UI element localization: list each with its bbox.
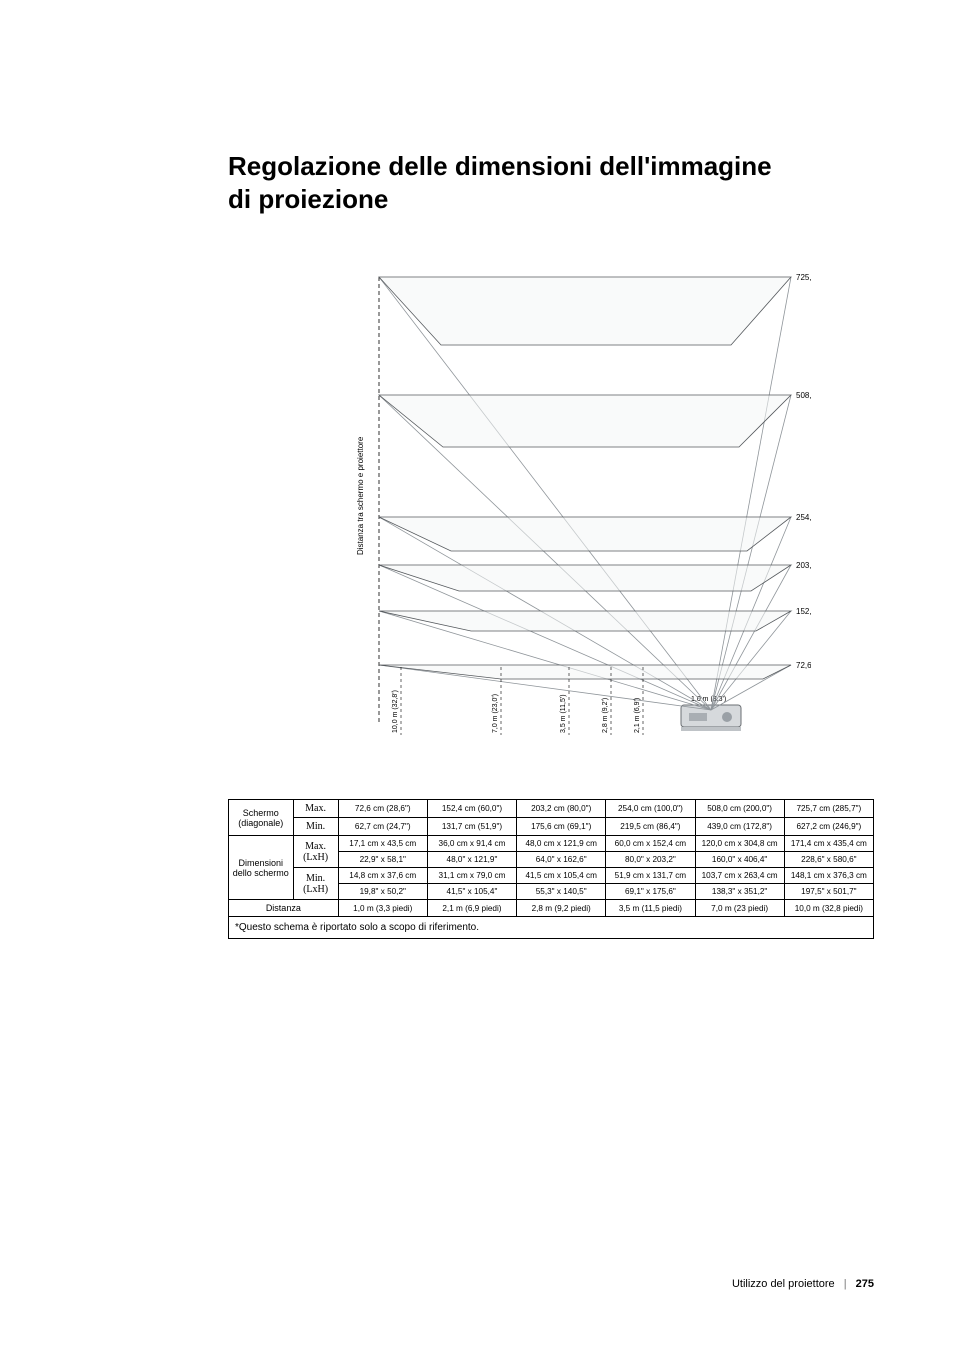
svg-text:508,0 cm (200,0"): 508,0 cm (200,0"): [796, 391, 811, 400]
cell: 138,3" x 351,2": [695, 884, 784, 900]
table-row: Dimensioni dello schermo Max.(LxH) 17,1 …: [229, 836, 874, 852]
spec-table: Schermo (diagonale) Max. 72,6 cm (28,6")…: [228, 799, 874, 939]
page-footer: Utilizzo del proiettore | 275: [732, 1278, 874, 1290]
screen-size-labels: 725,7 cm (285,7") 508,0 cm (200,0") 254,…: [796, 273, 811, 670]
cell: 152,4 cm (60,0"): [427, 800, 516, 818]
sub-max-lxh: Max.(LxH): [293, 836, 338, 868]
row-header-dimensioni: Dimensioni dello schermo: [229, 836, 294, 900]
cell: 41,5 cm x 105,4 cm: [517, 868, 606, 884]
table-footnote-row: *Questo schema è riportato solo a scopo …: [229, 917, 874, 939]
cell: 41,5" x 105,4": [427, 884, 516, 900]
cell: 51,9 cm x 131,7 cm: [606, 868, 695, 884]
row-header-schermo: Schermo (diagonale): [229, 800, 294, 836]
cell: 627,2 cm (246,9"): [784, 818, 873, 836]
cell: 19,8" x 50,2": [338, 884, 427, 900]
cell: 64,0" x 162,6": [517, 852, 606, 868]
table-footnote: *Questo schema è riportato solo a scopo …: [229, 917, 874, 939]
footer-separator: |: [844, 1278, 847, 1290]
cell: 60,0 cm x 152,4 cm: [606, 836, 695, 852]
cell: 103,7 cm x 263,4 cm: [695, 868, 784, 884]
cell: 36,0 cm x 91,4 cm: [427, 836, 516, 852]
cell: 2,1 m (6,9 piedi): [427, 900, 516, 917]
svg-text:72,6 cm (28,6"): 72,6 cm (28,6"): [796, 661, 811, 670]
cell: 148,1 cm x 376,3 cm: [784, 868, 873, 884]
sub-min-lxh: Min.(LxH): [293, 868, 338, 900]
table-row: Min. 62,7 cm (24,7") 131,7 cm (51,9") 17…: [229, 818, 874, 836]
svg-text:3,5 m (11,5'): 3,5 m (11,5'): [560, 694, 567, 733]
cell: 72,6 cm (28,6"): [338, 800, 427, 818]
cell: 14,8 cm x 37,6 cm: [338, 868, 427, 884]
cell: 228,6" x 580,6": [784, 852, 873, 868]
footer-section: Utilizzo del proiettore: [732, 1278, 835, 1290]
title-line1: Regolazione delle dimensioni dell'immagi…: [228, 151, 772, 181]
lowest-distance-label: 1,0 m (3,3'): [691, 696, 726, 703]
cell: 219,5 cm (86,4"): [606, 818, 695, 836]
cell: 7,0 m (23 piedi): [695, 900, 784, 917]
cell: 203,2 cm (80,0"): [517, 800, 606, 818]
cell: 22,9" x 58,1": [338, 852, 427, 868]
cell: 80,0" x 203,2": [606, 852, 695, 868]
svg-text:7,0 m (23,0'): 7,0 m (23,0'): [492, 694, 499, 733]
cell: 254,0 cm (100,0"): [606, 800, 695, 818]
cell: 160,0" x 406,4": [695, 852, 784, 868]
table-row: Schermo (diagonale) Max. 72,6 cm (28,6")…: [229, 800, 874, 818]
row-header-distanza: Distanza: [229, 900, 339, 917]
page-number: 275: [856, 1278, 874, 1290]
cell: 62,7 cm (24,7"): [338, 818, 427, 836]
projection-diagram: Distanza tra schermo e proiettore 1,0 m …: [291, 255, 811, 775]
table-row: Min.(LxH) 14,8 cm x 37,6 cm 31,1 cm x 79…: [229, 868, 874, 884]
svg-text:152,4 cm (60,0"): 152,4 cm (60,0"): [796, 607, 811, 616]
svg-text:2,8 m (9,2'): 2,8 m (9,2'): [602, 698, 609, 733]
cell: 31,1 cm x 79,0 cm: [427, 868, 516, 884]
svg-text:10,0 m (32,8'): 10,0 m (32,8'): [392, 690, 399, 733]
cell: 508,0 cm (200,0"): [695, 800, 784, 818]
cell: 171,4 cm x 435,4 cm: [784, 836, 873, 852]
page-title: Regolazione delle dimensioni dell'immagi…: [228, 150, 874, 215]
cell: 175,6 cm (69,1"): [517, 818, 606, 836]
cell: 48,0" x 121,9": [427, 852, 516, 868]
sub-min: Min.: [293, 818, 338, 836]
cell: 725,7 cm (285,7"): [784, 800, 873, 818]
cell: 10,0 m (32,8 piedi): [784, 900, 873, 917]
cell: 17,1 cm x 43,5 cm: [338, 836, 427, 852]
cell: 3,5 m (11,5 piedi): [606, 900, 695, 917]
sub-max: Max.: [293, 800, 338, 818]
cell: 197,5" x 501,7": [784, 884, 873, 900]
cell: 131,7 cm (51,9"): [427, 818, 516, 836]
svg-text:203,2 cm (80,0"): 203,2 cm (80,0"): [796, 561, 811, 570]
cell: 2,8 m (9,2 piedi): [517, 900, 606, 917]
svg-text:2,1 m (6,9'): 2,1 m (6,9'): [634, 698, 641, 733]
cell: 55,3" x 140,5": [517, 884, 606, 900]
cell: 1,0 m (3,3 piedi): [338, 900, 427, 917]
cell: 48,0 cm x 121,9 cm: [517, 836, 606, 852]
y-axis-label: Distanza tra schermo e proiettore: [356, 436, 365, 555]
svg-text:254,0 cm (100,0"): 254,0 cm (100,0"): [796, 513, 811, 522]
cell: 120,0 cm x 304,8 cm: [695, 836, 784, 852]
svg-text:725,7 cm (285,7"): 725,7 cm (285,7"): [796, 273, 811, 282]
table-row: Distanza 1,0 m (3,3 piedi) 2,1 m (6,9 pi…: [229, 900, 874, 917]
cell: 439,0 cm (172,8"): [695, 818, 784, 836]
cell: 69,1" x 175,6": [606, 884, 695, 900]
title-line2: di proiezione: [228, 184, 388, 214]
